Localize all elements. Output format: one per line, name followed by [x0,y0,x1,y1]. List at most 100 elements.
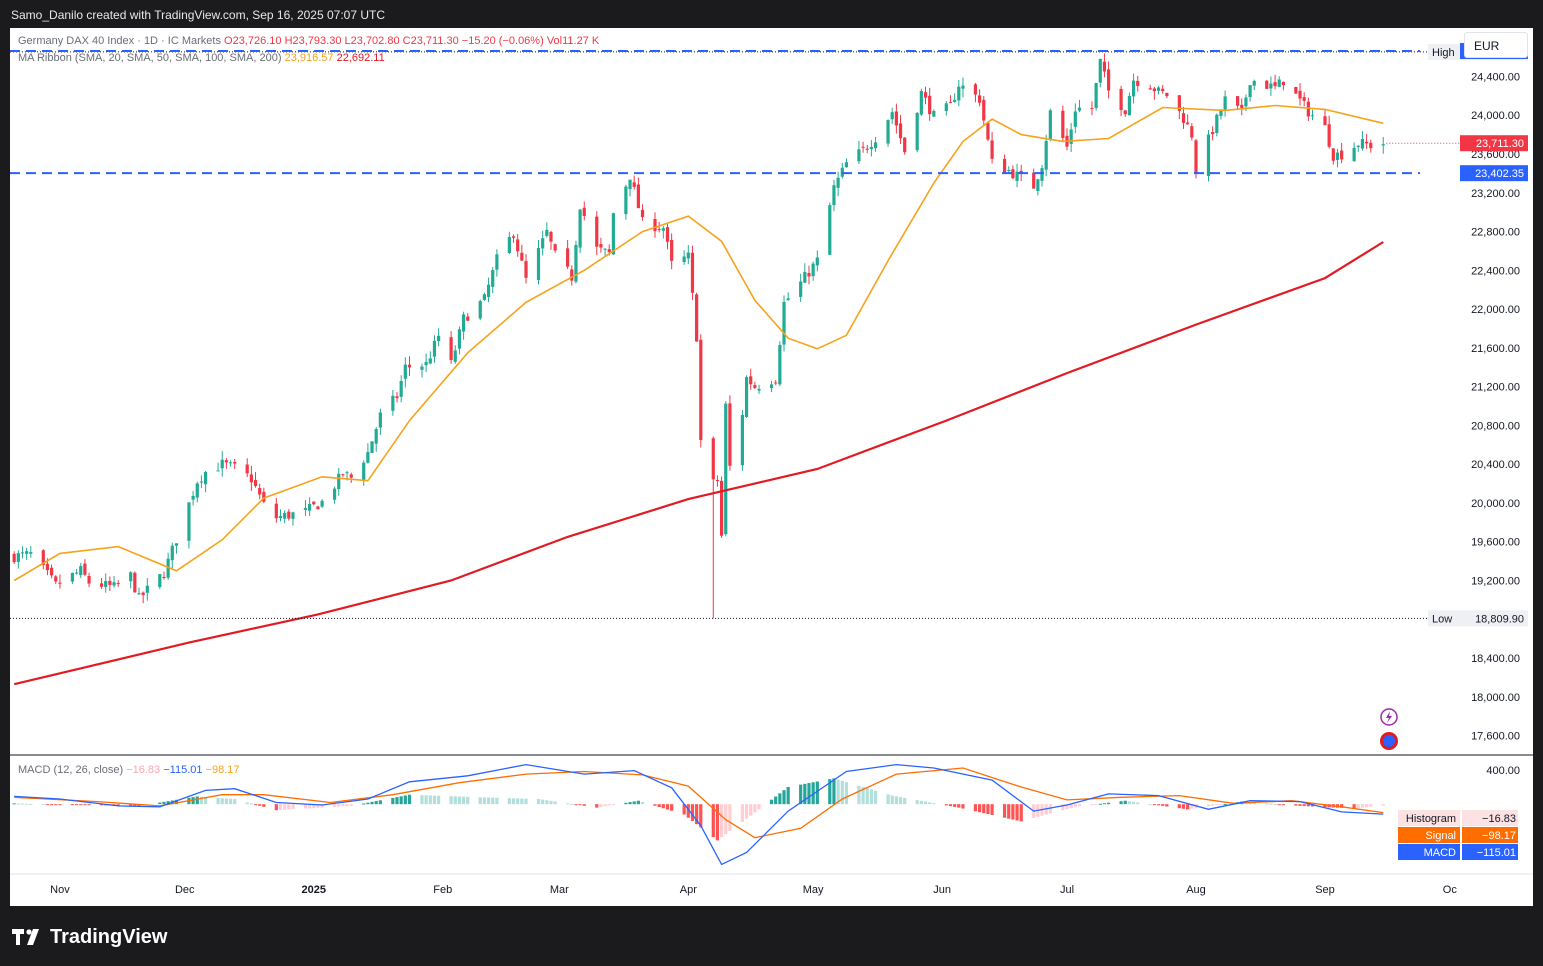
macd-hist-bar [1156,804,1161,806]
candle-down [1327,124,1331,147]
candle-down [1119,88,1123,110]
macd-hist-bar [16,803,20,805]
candle-down [978,95,982,103]
macd-hist-bar [41,804,45,806]
macd-hist-bar [1098,803,1102,805]
macd-hist-bar [428,795,432,805]
candle-up [1381,144,1385,146]
macd-hist-bar [316,804,320,808]
macd-hist-bar [420,795,424,805]
candle-up [932,110,936,117]
candle-up [170,545,174,561]
candle-up [362,462,366,481]
candle-up [29,552,33,554]
candle-up [16,553,20,562]
macd-hist-bar [391,797,395,805]
candle-up [682,256,686,263]
macd-hist-bar [640,801,645,805]
macd-hist-bar [786,786,790,805]
macd-hist-bar [769,799,774,805]
ma-label[interactable]: MA Ribbon (SMA, 20, SMA, 50, SMA, 100, S… [18,52,282,64]
candle-down [1298,90,1302,99]
candle-up [399,381,403,397]
price-tick-label: 17,600.00 [1471,731,1520,743]
macd-hist-bar [682,804,686,815]
macd-hist-bar [1102,803,1107,805]
macd-hist-bar [595,804,599,808]
candle-down [1011,169,1015,179]
candle-up [869,147,874,150]
price-tick-label: 23,200.00 [1471,188,1520,200]
macd-hist-bar [486,797,491,805]
candle-down [258,488,262,495]
candle-down [116,583,120,585]
candle-up [278,515,283,519]
macd-hist-bar [308,804,312,809]
macd-hist-bar [1277,804,1281,806]
macd-hist-bar [699,804,703,828]
price-tick-label: 22,000.00 [1471,304,1520,316]
candle-down [1365,141,1369,144]
candle-down [607,249,611,253]
macd-hist-bar [915,800,919,805]
macd-hist-bar [437,795,441,805]
macd-hist-bar [686,804,690,818]
candle-down [224,460,228,463]
candle-up [391,395,395,411]
macd-hist-bar [1381,804,1385,806]
macd-hist-bar [803,783,807,805]
tradingview-logo[interactable]: TradingView [12,924,167,950]
macd-hist-bar [753,804,757,813]
candle-down [249,474,253,483]
macd-hist-bar [894,796,898,805]
candle-down [1123,110,1127,115]
candle-down [632,182,636,187]
candle-up [1352,147,1356,162]
candle-up [220,459,224,469]
macd-hist-bar [898,797,903,805]
macd-hist-bar [545,800,549,805]
macd-signal-line [14,767,1384,839]
candle-up [757,388,761,391]
price-tick-label: 24,000.00 [1471,110,1520,122]
macd-hist-bar [632,801,636,805]
candle-up [478,301,482,319]
macd-hist-bar [903,797,907,805]
candle-up [811,263,815,277]
candle-down [570,269,574,281]
macd-hist-bar [1269,803,1273,805]
macd-hist-bar [245,802,249,805]
macd-hist-bar [1323,804,1327,808]
candle-up [145,585,149,593]
candle-up [1252,80,1256,86]
macd-hist-bar [253,804,258,806]
chart-panel[interactable]: 17,600.00 18,000.00 18,400.00 19,200.00 19,6… [10,28,1533,906]
candle-up [374,429,378,444]
candle-down [749,376,753,385]
macd-hist-bar [990,804,994,815]
macd-hist-bar [1107,802,1111,805]
macd-hist-bar [274,804,278,811]
candle-up [628,179,632,190]
macd-hist-bar [749,804,753,816]
macd-hist-bar [174,799,179,805]
macd-hist-bar [1065,804,1069,810]
candle-up [320,500,324,507]
candle-down [657,229,661,231]
candle-up [1044,140,1048,170]
candle-down [1340,150,1344,160]
currency-button[interactable]: EUR [1464,32,1528,58]
candle-up [961,85,965,89]
macd-hist-bar [407,794,412,805]
candle-down [928,95,932,115]
candle-up [1310,115,1315,117]
macd-hist-bar [828,779,832,805]
candle-down [341,474,345,476]
candle-down [894,111,898,126]
macd-label[interactable]: MACD (12, 26, close) [18,764,124,776]
symbol-name[interactable]: Germany DAX 40 Index · 1D · IC Markets [18,35,221,47]
macd-tag-value-signal: −98.17 [1482,830,1516,842]
candle-down [274,503,278,519]
chart-canvas[interactable]: 17,600.00 18,000.00 18,400.00 19,200.00 19,6… [10,28,1533,906]
candle-down [511,236,516,238]
